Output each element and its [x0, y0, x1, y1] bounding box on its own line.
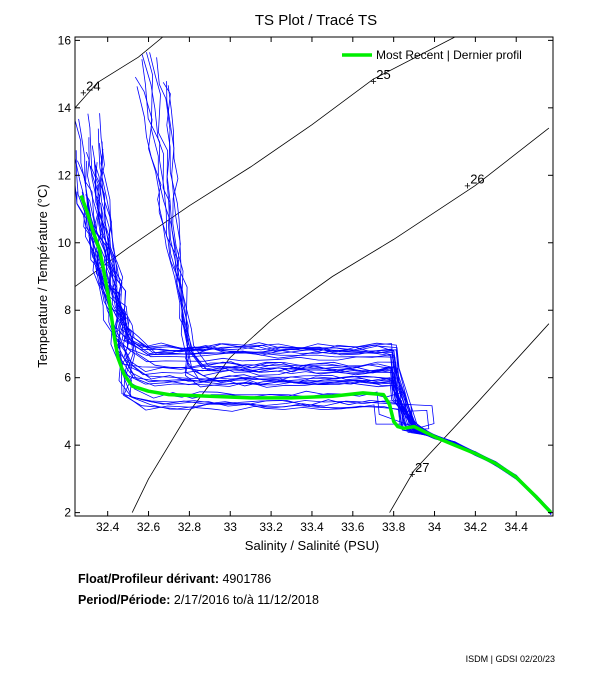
x-tick-label: 33.6 — [341, 520, 365, 534]
contour-label: 25 — [376, 67, 390, 82]
history-profile — [77, 160, 552, 515]
history-profile — [85, 160, 552, 515]
history-profile — [136, 86, 552, 515]
y-tick-label: 10 — [58, 236, 72, 250]
history-profile — [141, 54, 552, 511]
history-profile — [97, 206, 552, 513]
contour-label: 27 — [415, 460, 429, 475]
float-value: 4901786 — [222, 572, 272, 586]
history-profile — [90, 221, 552, 513]
legend-label: Most Recent | Dernier profil — [376, 48, 522, 62]
density-contour-27 — [389, 323, 550, 513]
history-profile — [141, 59, 552, 515]
history-profile — [81, 191, 552, 512]
history-profile — [76, 191, 552, 511]
history-profile — [156, 57, 552, 515]
history-profile — [162, 82, 552, 513]
y-tick-label: 14 — [58, 101, 72, 115]
x-tick-label: 34.4 — [505, 520, 529, 534]
history-profile — [94, 164, 552, 514]
period-value: 2/17/2016 to/à 11/12/2018 — [173, 593, 319, 607]
y-tick-label: 4 — [64, 438, 71, 452]
density-contour-26 — [131, 127, 550, 513]
history-profile — [166, 81, 552, 513]
x-tick-label: 33.2 — [259, 520, 283, 534]
density-contours: +24 +25+ 26+ 27 — [75, 37, 550, 513]
y-tick-label: 16 — [58, 33, 72, 47]
history-profile — [167, 85, 552, 514]
contour-label: 24 — [86, 79, 100, 94]
period-info: Period/Période: 2/17/2016 to/à 11/12/201… — [78, 593, 319, 607]
series-most-recent-line — [79, 194, 553, 514]
history-profile — [90, 165, 552, 515]
contour-label: 26 — [470, 171, 484, 186]
most-recent-profile — [79, 194, 553, 514]
history-profile — [75, 156, 552, 512]
x-tick-label: 32.4 — [96, 520, 120, 534]
x-axis-ticks: 32.4 32.6 32.8 33 33.2 33.4 33.6 33.8 34 34.2 34.4 — [96, 37, 528, 534]
legend: Most Recent | Dernier profil — [342, 48, 522, 62]
x-tick-label: 33 — [224, 520, 238, 534]
history-profile — [93, 160, 552, 513]
y-tick-label: 12 — [58, 168, 72, 182]
chart-title: TS Plot / Tracé TS — [255, 12, 377, 29]
float-label: Float/Profileur dérivant: — [78, 572, 219, 586]
x-axis-label: Salinity / Salinité (PSU) — [245, 538, 379, 553]
x-tick-label: 33.4 — [300, 520, 324, 534]
period-label: Period/Période: — [78, 593, 171, 607]
history-profile — [134, 76, 552, 515]
plot-frame — [74, 36, 554, 517]
y-axis-label: Temperature / Température (°C) — [35, 184, 50, 367]
history-profile — [94, 162, 552, 513]
history-profile — [87, 200, 552, 512]
x-tick-label: 32.6 — [137, 520, 161, 534]
historical-profiles — [75, 52, 552, 515]
contour-marker: + — [80, 88, 86, 100]
density-contour-24 — [75, 37, 164, 109]
history-profile — [99, 203, 552, 514]
history-profile — [75, 150, 552, 513]
history-profile — [146, 52, 552, 515]
float-info: Float/Profileur dérivant: 4901786 — [78, 572, 271, 586]
history-profile — [85, 194, 552, 514]
x-tick-label: 34 — [428, 520, 442, 534]
contour-marker: + — [370, 76, 376, 88]
y-tick-label: 8 — [64, 303, 71, 317]
history-profile — [149, 52, 552, 513]
footer-credit: ISDM | GDSI 02/20/23 — [465, 654, 555, 664]
x-tick-label: 33.8 — [382, 520, 406, 534]
x-tick-label: 32.8 — [178, 520, 202, 534]
history-profile — [83, 202, 552, 514]
contour-marker: + — [464, 180, 470, 192]
y-tick-label: 2 — [64, 506, 71, 520]
history-profile — [87, 199, 552, 513]
x-tick-label: 34.2 — [464, 520, 488, 534]
y-tick-label: 6 — [64, 371, 71, 385]
density-contour-25 — [75, 37, 456, 287]
contour-marker: + — [409, 469, 415, 481]
